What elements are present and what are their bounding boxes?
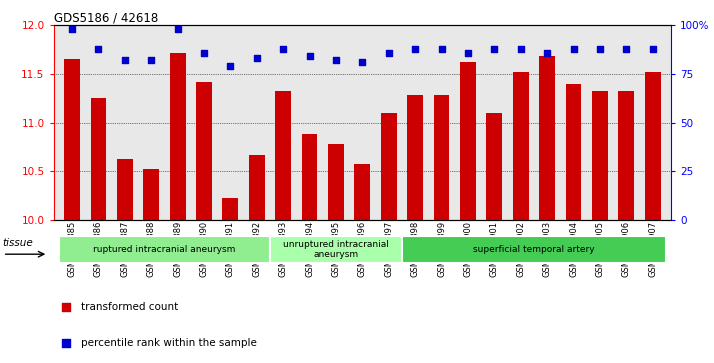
- Bar: [270, 236, 402, 264]
- Bar: [144, 169, 159, 220]
- Bar: [565, 83, 581, 220]
- Text: unruptured intracranial
aneurysm: unruptured intracranial aneurysm: [283, 240, 389, 259]
- Bar: [196, 82, 212, 220]
- Point: [304, 54, 316, 60]
- Point: [225, 63, 236, 69]
- Point: [60, 304, 71, 310]
- Bar: [91, 98, 106, 220]
- Point: [647, 46, 658, 52]
- Bar: [301, 134, 318, 220]
- Point: [331, 57, 342, 63]
- Point: [462, 50, 473, 56]
- Bar: [249, 155, 265, 220]
- Point: [93, 46, 104, 52]
- Text: transformed count: transformed count: [81, 302, 178, 312]
- Bar: [381, 113, 397, 220]
- Point: [356, 60, 368, 65]
- Bar: [486, 113, 502, 220]
- Bar: [592, 91, 608, 220]
- Point: [146, 57, 157, 63]
- Point: [541, 50, 553, 56]
- Bar: [402, 236, 666, 264]
- Bar: [59, 236, 270, 264]
- Bar: [539, 57, 555, 220]
- Text: tissue: tissue: [3, 238, 34, 248]
- Point: [594, 46, 605, 52]
- Bar: [328, 144, 344, 220]
- Bar: [433, 95, 449, 220]
- Point: [620, 46, 632, 52]
- Bar: [407, 95, 423, 220]
- Bar: [117, 159, 133, 220]
- Point: [488, 46, 500, 52]
- Text: percentile rank within the sample: percentile rank within the sample: [81, 338, 257, 348]
- Point: [66, 26, 78, 32]
- Point: [198, 50, 210, 56]
- Point: [251, 56, 263, 61]
- Bar: [513, 72, 528, 220]
- Bar: [223, 198, 238, 220]
- Bar: [645, 72, 660, 220]
- Text: superficial temporal artery: superficial temporal artery: [473, 245, 595, 254]
- Bar: [460, 62, 476, 220]
- Bar: [170, 53, 186, 220]
- Text: ruptured intracranial aneurysm: ruptured intracranial aneurysm: [94, 245, 236, 254]
- Point: [568, 46, 579, 52]
- Text: GDS5186 / 42618: GDS5186 / 42618: [54, 11, 158, 24]
- Bar: [64, 60, 80, 220]
- Bar: [276, 91, 291, 220]
- Point: [409, 46, 421, 52]
- Point: [383, 50, 394, 56]
- Point: [60, 340, 71, 346]
- Point: [278, 46, 289, 52]
- Bar: [618, 91, 634, 220]
- Point: [172, 26, 183, 32]
- Point: [436, 46, 447, 52]
- Bar: [354, 164, 371, 220]
- Point: [515, 46, 526, 52]
- Point: [119, 57, 131, 63]
